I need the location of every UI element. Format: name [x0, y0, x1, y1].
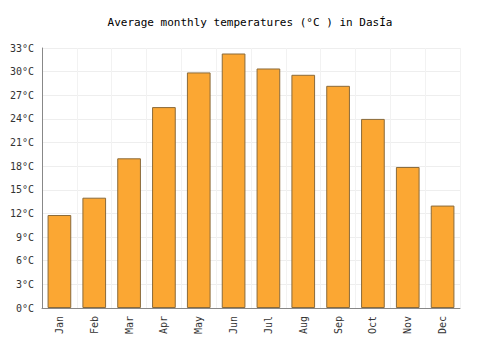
svg-text:Jun: Jun: [228, 316, 239, 334]
svg-text:Aug: Aug: [298, 316, 309, 334]
svg-text:Apr: Apr: [158, 316, 169, 334]
svg-text:Sep: Sep: [333, 316, 344, 334]
svg-text:27°C: 27°C: [10, 90, 34, 101]
svg-text:Average monthly temperatures (: Average monthly temperatures (°C ) in Da…: [108, 16, 393, 29]
svg-text:18°C: 18°C: [10, 161, 34, 172]
svg-text:Jan: Jan: [54, 316, 65, 334]
svg-text:21°C: 21°C: [10, 137, 34, 148]
svg-text:33°C: 33°C: [10, 43, 34, 54]
svg-text:3°C: 3°C: [16, 279, 34, 290]
svg-text:6°C: 6°C: [16, 255, 34, 266]
svg-text:Jul: Jul: [263, 316, 274, 334]
svg-text:24°C: 24°C: [10, 113, 34, 124]
svg-text:Nov: Nov: [402, 316, 413, 334]
svg-text:30°C: 30°C: [10, 66, 34, 77]
svg-text:Feb: Feb: [89, 316, 100, 334]
svg-text:Dec: Dec: [437, 316, 448, 334]
svg-text:Mar: Mar: [124, 316, 135, 334]
svg-text:12°C: 12°C: [10, 208, 34, 219]
svg-text:Oct: Oct: [367, 316, 378, 334]
svg-text:0°C: 0°C: [16, 303, 34, 314]
svg-text:9°C: 9°C: [16, 232, 34, 243]
svg-text:May: May: [193, 316, 204, 334]
svg-text:15°C: 15°C: [10, 184, 34, 195]
